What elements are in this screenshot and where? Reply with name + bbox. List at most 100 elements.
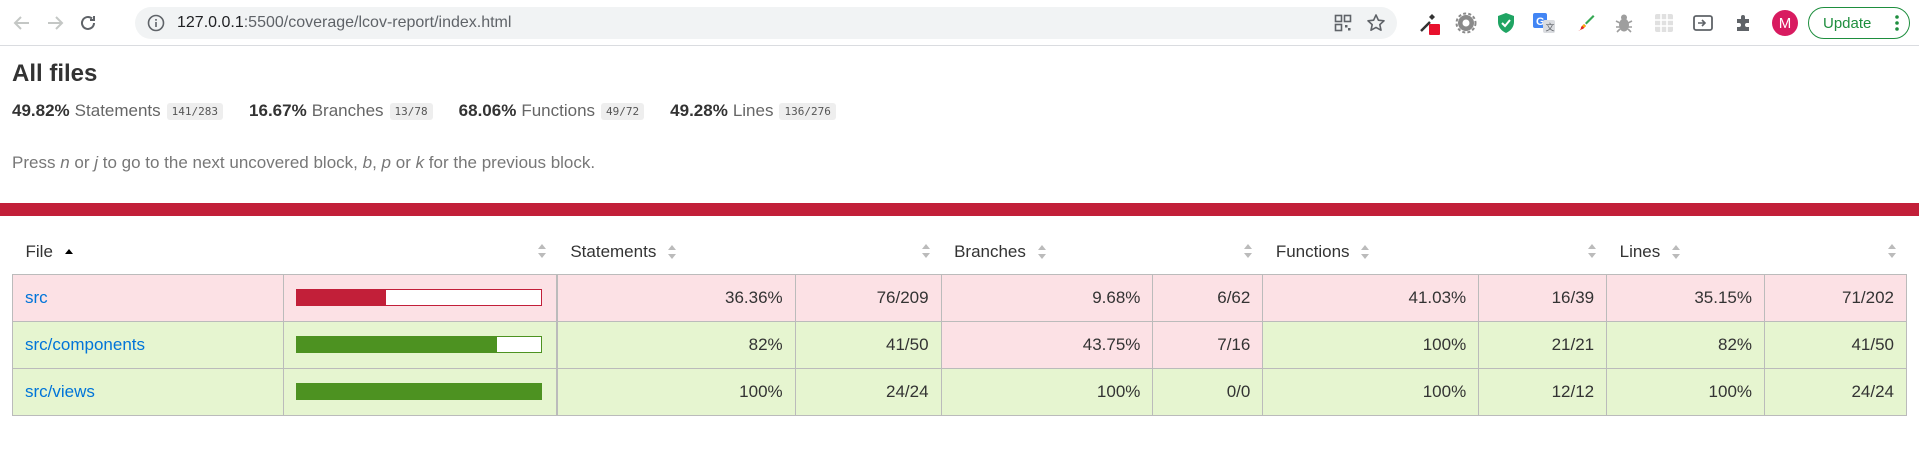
statements-frac: 24/24 [794, 367, 942, 416]
functions-pct: 100% [1262, 320, 1480, 369]
hint-text: , [372, 153, 382, 172]
header-label: File [25, 241, 53, 261]
brush-extension-icon[interactable] [1573, 11, 1597, 35]
branches-pct: 9.68% [940, 273, 1154, 322]
shield-extension-icon[interactable] [1494, 11, 1518, 35]
info-icon[interactable] [147, 14, 165, 32]
hint-text: or [69, 153, 95, 172]
file-link[interactable]: src [25, 287, 48, 307]
sort-icon [922, 244, 931, 258]
hint-text: for the previous block. [424, 153, 596, 172]
star-icon[interactable] [1366, 13, 1386, 33]
lines-frac: 24/24 [1764, 367, 1907, 416]
lines-pct: 100% [1606, 367, 1766, 416]
back-arrow-icon[interactable] [8, 9, 36, 37]
avatar[interactable]: M [1772, 10, 1798, 36]
table-row: src/components 82% 41/50 43.75% 7/16 100… [12, 320, 1907, 369]
functions-pct: 41.03% [1262, 273, 1480, 322]
table-row: src 36.36% 76/209 9.68% 6/62 41.03% 16/3… [12, 273, 1907, 322]
summary-label: Branches [311, 101, 384, 120]
sort-icon [1887, 244, 1896, 258]
lines-pct: 35.15% [1606, 273, 1766, 322]
functions-frac: 21/21 [1478, 320, 1608, 369]
header-label: Statements [570, 241, 657, 261]
summary-pct: 16.67% [249, 101, 307, 120]
svg-text:G: G [1536, 16, 1545, 28]
header-branches[interactable]: Branches [941, 230, 1153, 275]
summary-pct: 49.82% [12, 101, 70, 120]
update-button[interactable]: Update [1808, 7, 1910, 39]
summary-pct: 49.28% [670, 101, 728, 120]
coverage-bar-fill [296, 337, 497, 352]
url-host: 127.0.0.1 [177, 14, 244, 31]
qr-code-icon[interactable] [1333, 13, 1353, 33]
hint-text: or [391, 153, 416, 172]
coverage-bar [295, 289, 542, 306]
hint-key: j [94, 153, 98, 172]
summary-fraction: 136/276 [779, 102, 836, 120]
header-functions-frac[interactable] [1478, 230, 1607, 275]
lines-frac: 41/50 [1764, 320, 1907, 369]
statements-pct: 36.36% [556, 273, 796, 322]
branches-frac: 0/0 [1152, 367, 1264, 416]
keyboard-hint: Press n or j to go to the next uncovered… [12, 153, 595, 173]
coverage-bar-cell [282, 273, 559, 322]
header-branches-frac[interactable] [1152, 230, 1263, 275]
address-bar[interactable]: 127.0.0.1:5500/coverage/lcov-report/inde… [135, 7, 1397, 39]
coverage-bar-fill [296, 384, 541, 399]
hint-key: k [415, 153, 425, 172]
coverage-bar-cell [282, 320, 559, 369]
file-link[interactable]: src/views [25, 381, 95, 401]
coverage-summary: 49.82% Statements 141/283 16.67% Branche… [12, 101, 862, 121]
tab-extension-icon[interactable] [1691, 11, 1715, 35]
header-file[interactable]: File [12, 230, 284, 275]
gear-extension-icon[interactable] [1454, 11, 1478, 35]
header-statements-frac[interactable] [795, 230, 942, 275]
header-lines-frac[interactable] [1764, 230, 1907, 275]
header-coverage-bar[interactable] [283, 230, 558, 275]
more-menu-icon[interactable] [1895, 14, 1899, 37]
puzzle-icon[interactable] [1732, 11, 1756, 35]
svg-text:文: 文 [1546, 22, 1555, 33]
summary-branches: 16.67% Branches 13/78 [249, 101, 433, 121]
functions-frac: 12/12 [1478, 367, 1608, 416]
reload-icon[interactable] [74, 9, 102, 37]
summary-fraction: 141/283 [166, 102, 224, 120]
url-path: :5500/coverage/lcov-report/index.html [243, 14, 512, 31]
sort-icon [1037, 245, 1046, 260]
browser-toolbar: 127.0.0.1:5500/coverage/lcov-report/inde… [0, 0, 1919, 46]
header-functions[interactable]: Functions [1262, 230, 1479, 275]
header-lines[interactable]: Lines [1606, 230, 1765, 275]
file-cell: src [12, 273, 284, 322]
file-link[interactable]: src/components [25, 334, 145, 354]
lines-pct: 82% [1606, 320, 1766, 369]
sort-icon [1361, 245, 1370, 260]
summary-lines: 49.28% Lines 136/276 [670, 101, 836, 121]
summary-fraction: 13/78 [389, 102, 433, 120]
statements-frac: 41/50 [794, 320, 942, 369]
statements-pct: 100% [556, 367, 796, 416]
grid-extension-icon[interactable] [1652, 11, 1676, 35]
branches-pct: 43.75% [940, 320, 1154, 369]
branches-frac: 7/16 [1152, 320, 1264, 369]
sort-icon [1587, 244, 1596, 258]
table-row: src/views 100% 24/24 100% 0/0 100% 12/12… [12, 367, 1907, 416]
url-text[interactable]: 127.0.0.1:5500/coverage/lcov-report/inde… [177, 14, 511, 32]
branches-frac: 6/62 [1152, 273, 1264, 322]
file-cell: src/components [12, 320, 284, 369]
forward-arrow-icon[interactable] [41, 9, 69, 37]
functions-pct: 100% [1262, 367, 1480, 416]
header-statements[interactable]: Statements [557, 230, 796, 275]
eyedropper-extension-icon[interactable] [1417, 11, 1441, 35]
bug-extension-icon[interactable] [1612, 11, 1636, 35]
sort-icon [538, 244, 547, 258]
sort-icon [1243, 244, 1252, 258]
summary-label: Functions [521, 101, 596, 120]
table-header-row: File Statements Branches Functions [12, 230, 1907, 275]
coverage-bar-fill [296, 290, 386, 305]
file-cell: src/views [12, 367, 284, 416]
summary-label: Lines [732, 101, 774, 120]
hint-key: b [362, 153, 373, 172]
hint-text: to go to the next uncovered block, [98, 153, 363, 172]
